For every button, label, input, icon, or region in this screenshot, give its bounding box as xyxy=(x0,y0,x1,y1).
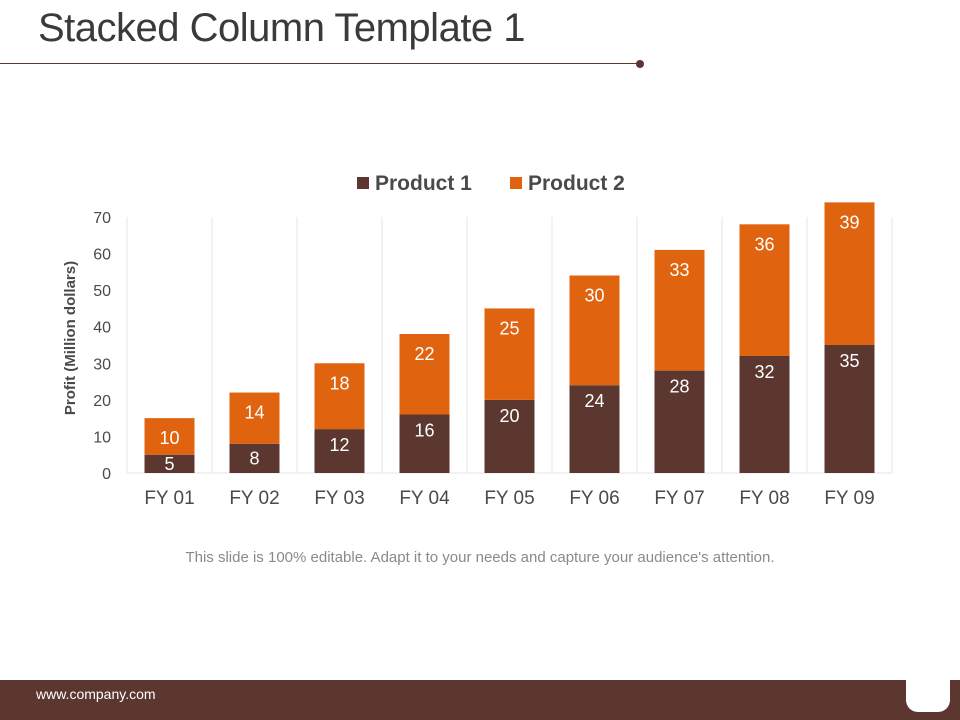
slide-title: Stacked Column Template 1 xyxy=(38,6,526,50)
slide-caption: This slide is 100% editable. Adapt it to… xyxy=(185,549,775,566)
data-label: 22 xyxy=(414,344,434,364)
y-tick-label: 60 xyxy=(93,247,111,264)
bar-segment xyxy=(484,308,535,400)
bar-segment xyxy=(654,249,705,371)
y-tick-label: 30 xyxy=(93,356,111,373)
bar-segment xyxy=(144,454,195,473)
footer-url[interactable]: www.company.com xyxy=(36,686,156,702)
bar-segment xyxy=(824,345,875,473)
bar-segment xyxy=(229,443,280,473)
y-axis-ticks: 0 10 20 30 40 50 60 70 xyxy=(93,210,111,483)
bar-segment xyxy=(229,392,280,444)
title-underline-dot xyxy=(636,59,644,68)
data-label: 28 xyxy=(669,377,689,397)
bar-segment xyxy=(399,414,450,473)
data-label: 14 xyxy=(244,403,264,423)
data-label: 12 xyxy=(329,435,349,455)
x-tick-label: FY 01 xyxy=(144,488,194,509)
data-label: 36 xyxy=(754,234,774,254)
legend-swatch xyxy=(357,177,369,189)
data-label: 20 xyxy=(499,406,519,426)
footer-bar: www.company.com xyxy=(0,679,960,720)
data-label: 18 xyxy=(329,373,349,393)
data-label: 24 xyxy=(584,391,604,411)
x-tick-label: FY 08 xyxy=(739,488,789,509)
bar-segment xyxy=(824,202,875,345)
stacked-column-chart: Product 1 Product 2 0 10 20 30 40 50 60 70 Profi… xyxy=(62,172,893,509)
y-tick-label: 10 xyxy=(93,429,111,446)
data-label: 35 xyxy=(839,351,859,371)
data-label: 32 xyxy=(754,362,774,382)
y-tick-label: 40 xyxy=(93,320,111,337)
legend-label: Product 2 xyxy=(528,172,625,195)
chart-legend: Product 1 Product 2 xyxy=(357,172,625,195)
legend-swatch xyxy=(510,177,522,189)
y-tick-label: 20 xyxy=(93,393,111,410)
bar-segment xyxy=(144,418,195,455)
bar-segment xyxy=(739,355,790,473)
bar-segment xyxy=(654,370,705,473)
x-tick-label: FY 05 xyxy=(484,488,534,509)
bar-segment xyxy=(484,399,535,473)
bar-segment xyxy=(569,275,620,386)
legend-label: Product 1 xyxy=(375,172,472,195)
bar-segment xyxy=(399,334,450,415)
data-label: 16 xyxy=(414,420,434,440)
x-tick-label: FY 07 xyxy=(654,488,704,509)
bar-segment xyxy=(314,363,365,430)
bar-segment xyxy=(569,385,620,473)
data-label: 10 xyxy=(159,428,179,448)
data-label: 25 xyxy=(499,318,519,338)
y-tick-label: 0 xyxy=(102,466,111,483)
data-label: 33 xyxy=(669,260,689,280)
x-axis-ticks: FY 01 FY 02 FY 03 FY 04 FY 05 FY 06 FY 07 FY 08… xyxy=(144,488,874,509)
data-label: 8 xyxy=(249,448,259,468)
data-label: 30 xyxy=(584,286,604,306)
title-underline xyxy=(0,63,640,64)
x-tick-label: FY 02 xyxy=(229,488,279,509)
data-label: 39 xyxy=(839,212,859,232)
footer-tab xyxy=(906,679,950,712)
x-tick-label: FY 04 xyxy=(399,488,450,509)
y-tick-label: 70 xyxy=(93,210,111,227)
x-tick-label: FY 09 xyxy=(824,488,874,509)
y-axis-label: Profit (Million dollars) xyxy=(62,261,79,415)
chart-bars: 5 10 8 14 12 18 16 22 20 25 24 30 28 33 32 36 35 39 xyxy=(144,202,875,474)
bar-segment xyxy=(314,429,365,473)
x-tick-label: FY 03 xyxy=(314,488,364,509)
bar-segment xyxy=(739,224,790,356)
x-tick-label: FY 06 xyxy=(569,488,619,509)
data-label: 5 xyxy=(164,454,174,474)
y-tick-label: 50 xyxy=(93,283,111,300)
